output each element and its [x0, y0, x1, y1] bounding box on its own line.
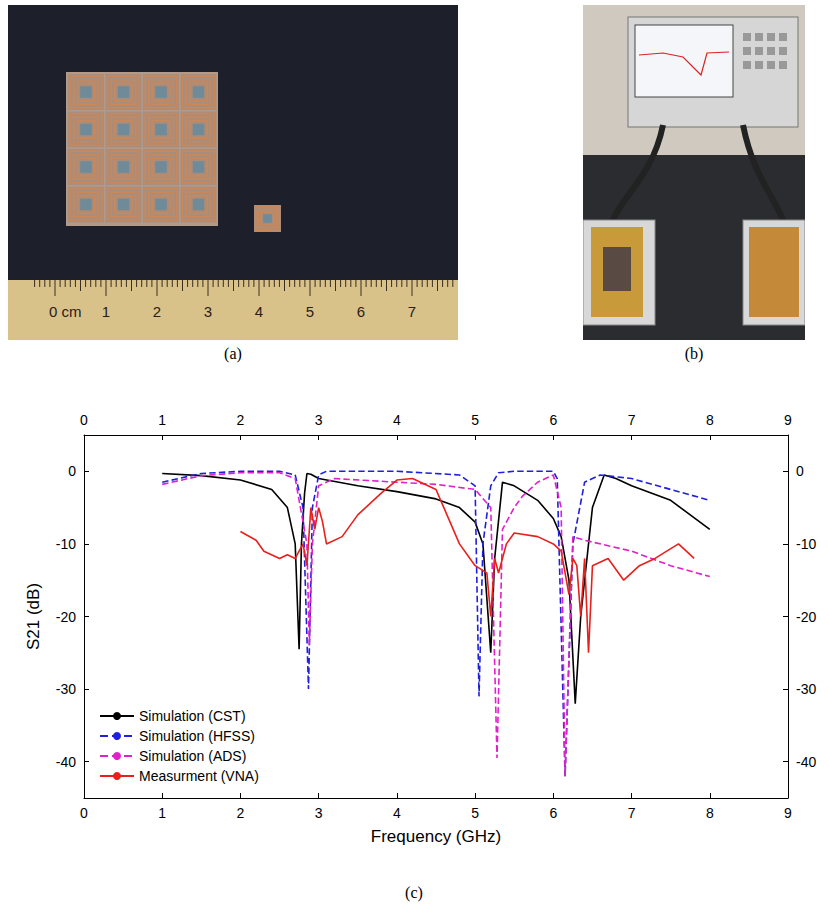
svg-text:1: 1 [158, 412, 166, 428]
svg-text:-10: -10 [56, 536, 76, 552]
svg-text:0: 0 [80, 412, 88, 428]
svg-text:Simulation (ADS): Simulation (ADS) [139, 748, 246, 764]
svg-text:0: 0 [80, 805, 88, 821]
svg-text:Simulation (CST): Simulation (CST) [139, 708, 246, 724]
svg-text:4: 4 [393, 805, 401, 821]
svg-text:7: 7 [628, 412, 636, 428]
svg-text:4: 4 [255, 303, 263, 320]
svg-text:-40: -40 [56, 754, 76, 770]
svg-text:2: 2 [237, 805, 245, 821]
svg-text:9: 9 [784, 412, 792, 428]
svg-text:3: 3 [315, 412, 323, 428]
svg-text:Measurment (VNA): Measurment (VNA) [139, 768, 259, 784]
svg-text:3: 3 [315, 805, 323, 821]
svg-text:5: 5 [306, 303, 314, 320]
svg-text:7: 7 [408, 303, 416, 320]
svg-text:2: 2 [237, 412, 245, 428]
svg-text:3: 3 [204, 303, 212, 320]
svg-text:0 cm: 0 cm [49, 303, 82, 320]
svg-text:Simulation (HFSS): Simulation (HFSS) [139, 728, 255, 744]
svg-text:0: 0 [796, 463, 804, 479]
html-text:(c): (c) [405, 884, 423, 901]
svg-text:4: 4 [393, 412, 401, 428]
svg-text:0: 0 [68, 463, 76, 479]
svg-text:8: 8 [706, 412, 714, 428]
svg-text:2: 2 [153, 303, 161, 320]
svg-text:-30: -30 [796, 681, 816, 697]
svg-text:S21 (dB): S21 (dB) [24, 583, 43, 650]
svg-text:5: 5 [471, 805, 479, 821]
svg-text:5: 5 [471, 412, 479, 428]
svg-text:-30: -30 [56, 681, 76, 697]
svg-text:-20: -20 [796, 609, 816, 625]
svg-text:Frequency (GHz): Frequency (GHz) [371, 827, 501, 846]
svg-text:9: 9 [784, 805, 792, 821]
svg-text:-40: -40 [796, 754, 816, 770]
svg-text:6: 6 [549, 805, 557, 821]
html-text:(a): (a) [224, 345, 242, 362]
svg-text:6: 6 [357, 303, 365, 320]
svg-text:7: 7 [628, 805, 636, 821]
svg-text:6: 6 [549, 412, 557, 428]
svg-text:8: 8 [706, 805, 714, 821]
html-text:(b): (b) [684, 345, 704, 362]
svg-text:-20: -20 [56, 609, 76, 625]
svg-text:1: 1 [158, 805, 166, 821]
svg-text:-10: -10 [796, 536, 816, 552]
svg-text:1: 1 [102, 303, 110, 320]
